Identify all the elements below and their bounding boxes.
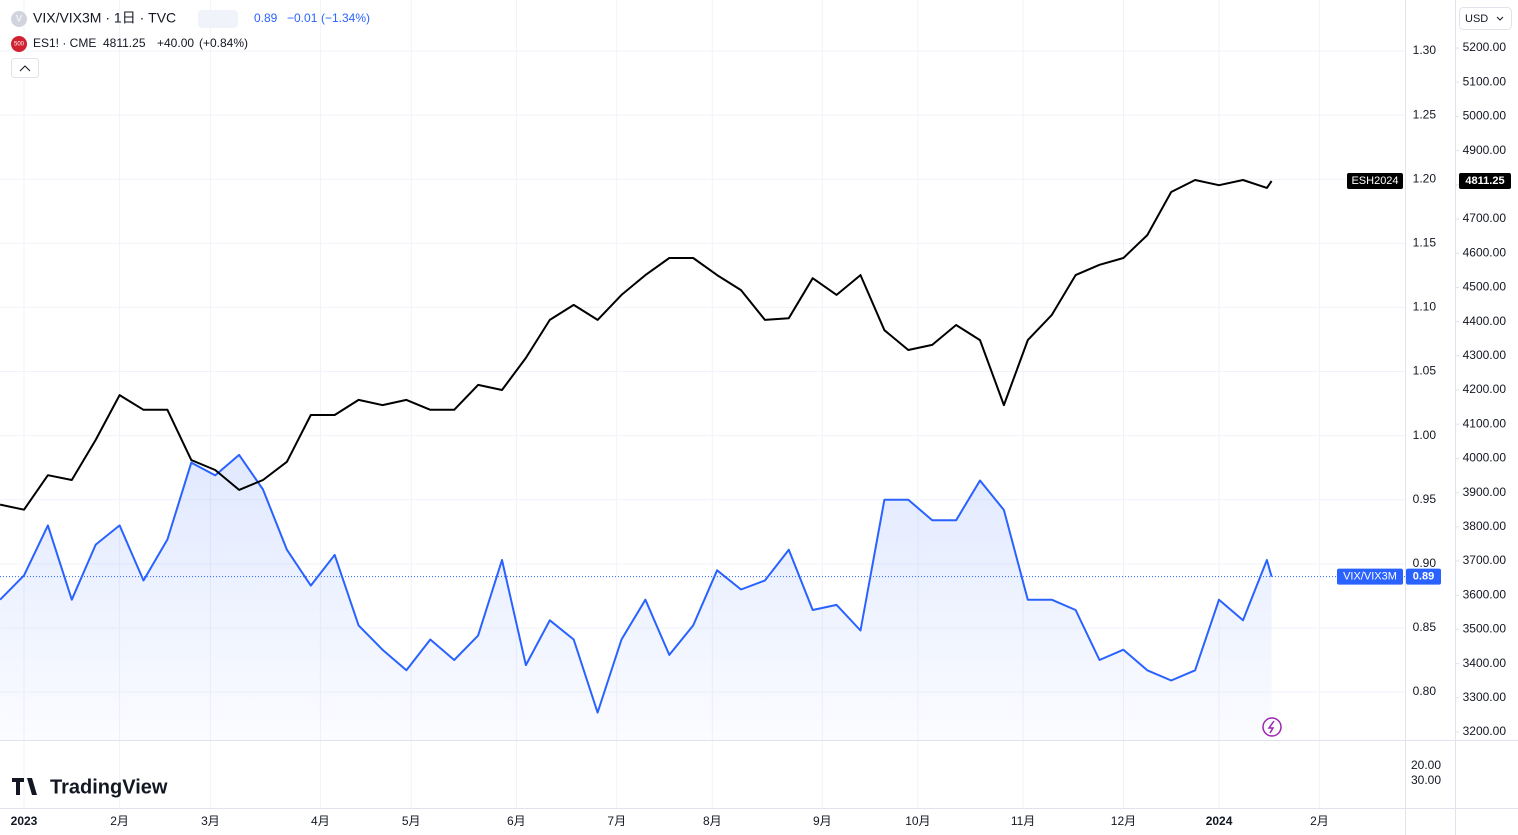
last-value-label: 0.89 [1413,571,1434,583]
x-tick-label: 12月 [1111,814,1136,828]
symbol-icon [11,36,27,52]
y-tick-label: 0.80 [1413,684,1437,698]
x-tick-label: 2月 [110,814,129,828]
x-tick-label: 3月 [201,814,220,828]
y2-tick-label: 3800.00 [1463,519,1507,533]
y2-tick-label: 5200.00 [1463,40,1507,54]
x-tick-label: 9月 [813,814,832,828]
symbol-icon-text: 500 [14,42,25,48]
event-icon[interactable] [1262,717,1282,737]
y-tick-label: 1.10 [1413,300,1437,314]
legend-change-pct: (+0.84%) [199,36,248,50]
legend-title: ES1! · CME [33,36,96,50]
y2-tick-label: 5000.00 [1463,109,1507,123]
lower-pane-label: 20.00 [1411,758,1441,772]
symbol-icon-text: V [16,13,22,23]
y-tick-label: 1.30 [1413,43,1437,57]
event-icon-bolt [1267,720,1275,734]
y-tick-label: 0.90 [1413,556,1437,570]
x-tick-label: 10月 [905,814,930,828]
series-name-badge [1347,172,1403,189]
y-tick-label: 1.25 [1413,107,1437,121]
y2-tick-label: 4500.00 [1463,280,1507,294]
area-fill [0,454,1272,740]
x-tick-label: 4月 [311,814,330,828]
y2-tick-label: 3700.00 [1463,553,1507,567]
y2-tick-label: 3900.00 [1463,485,1507,499]
collapse-button[interactable] [11,58,39,78]
x-tick-label: 6月 [507,814,526,828]
y2-tick-label: 4600.00 [1463,245,1507,259]
legend-last: 4811.25 [103,36,146,50]
y2-tick-label: 4300.00 [1463,348,1507,362]
last-value-badge [1406,568,1441,585]
brand-name: TradingView [50,776,168,798]
y2-tick-label: 4000.00 [1463,451,1507,465]
currency-button[interactable] [1459,7,1512,30]
y2-tick-label: 3300.00 [1463,690,1507,704]
y2-tick-label: 3600.00 [1463,587,1507,601]
y2-tick-label: 4900.00 [1463,143,1507,157]
series-name: VIX/VIX3M [1343,571,1397,583]
y2-tick-label: 4100.00 [1463,416,1507,430]
series-line [0,453,1273,714]
last-value-label: 4811.25 [1465,175,1504,187]
y2-tick-label: 3400.00 [1463,656,1507,670]
currency-label: USD [1465,13,1488,25]
series-name: ESH2024 [1351,175,1398,187]
legend-change-pct: (−1.34%) [321,11,370,25]
series-name-badge [1337,568,1403,585]
y2-tick-label: 3500.00 [1463,622,1507,636]
y2-tick-label: 4400.00 [1463,314,1507,328]
legend-buttons[interactable] [198,10,238,28]
y-tick-label: 1.00 [1413,428,1437,442]
x-tick-label: 2月 [1310,814,1329,828]
legend-last: 0.89 [254,11,278,25]
x-tick-label: 8月 [703,814,722,828]
collapse-icon [19,65,31,72]
y2-tick-label: 4200.00 [1463,382,1507,396]
x-tick-label: 2024 [1206,814,1233,828]
y-tick-label: 1.15 [1413,236,1437,250]
lower-pane-label: 30.00 [1411,773,1441,787]
legend-title: VIX/VIX3M · 1日 · TVC [33,10,176,26]
x-tick-label: 2023 [11,814,38,828]
series-line [0,179,1273,511]
y-tick-label: 0.85 [1413,620,1437,634]
legend-change: −0.01 [287,11,318,25]
x-tick-label: 11月 [1011,814,1035,828]
y2-tick-label: 3200.00 [1463,724,1507,738]
y2-tick-label: 5100.00 [1463,74,1507,88]
x-tick-label: 5月 [402,814,421,828]
x-tick-label: 7月 [607,814,626,828]
symbol-icon [11,11,27,27]
y-tick-label: 1.05 [1413,364,1437,378]
brand-logo [12,778,37,795]
y-tick-label: 1.20 [1413,171,1437,185]
last-value-badge [1459,172,1511,189]
legend-change: +40.00 [157,36,194,50]
y-tick-label: 0.95 [1413,492,1437,506]
y2-tick-label: 4700.00 [1463,211,1507,225]
currency-caret [1496,16,1504,21]
